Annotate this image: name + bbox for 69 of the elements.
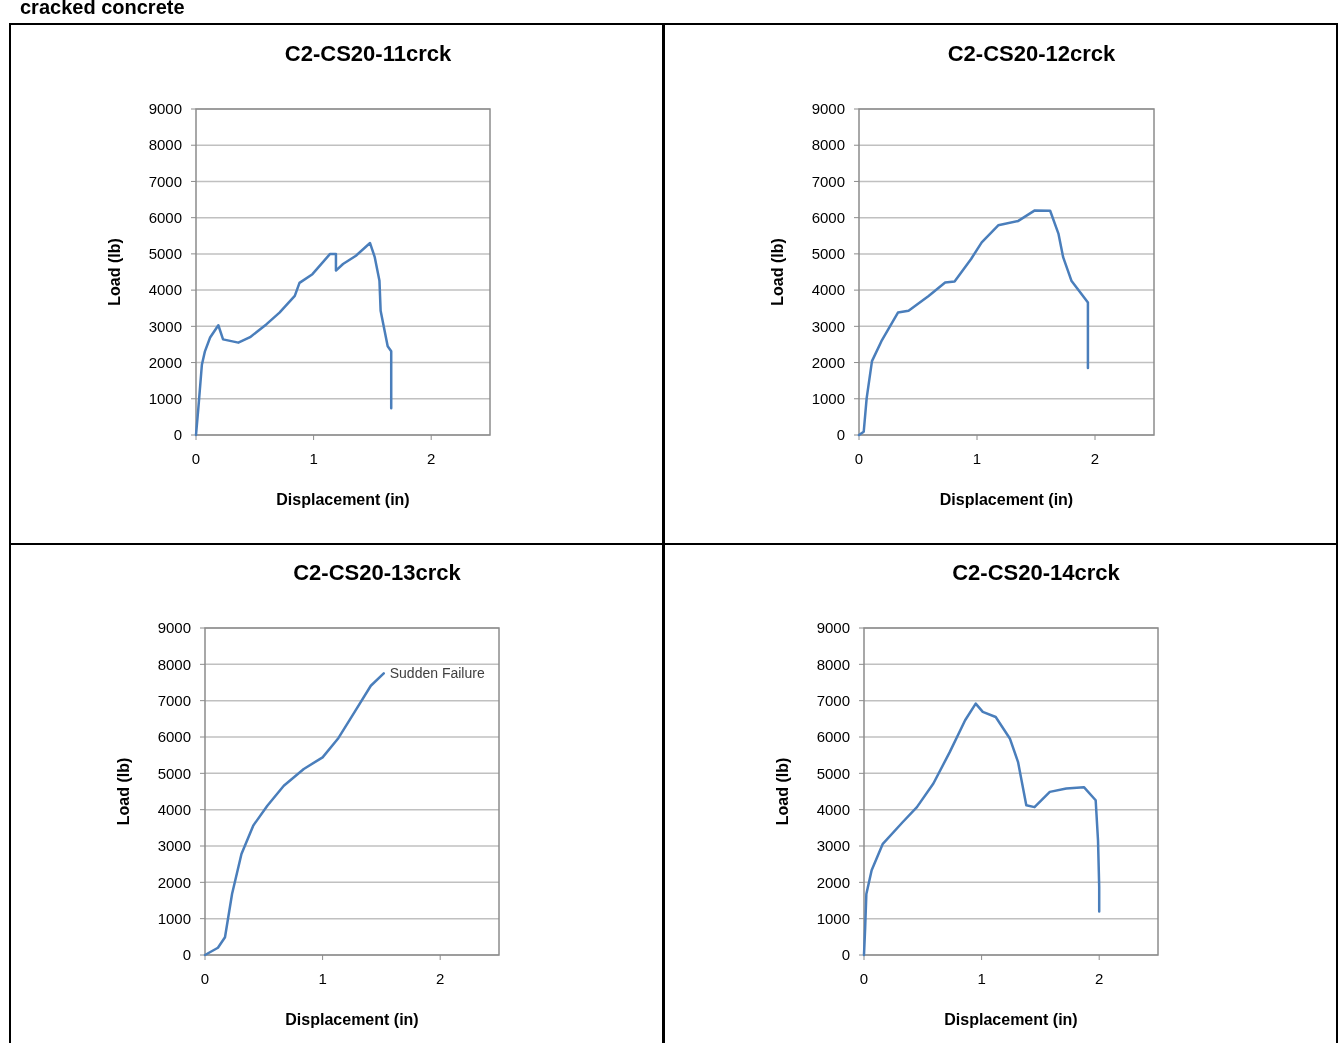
x-tick-label: 0 bbox=[854, 450, 864, 467]
y-tick-label: 4000 bbox=[816, 800, 850, 818]
chart-title: C2-CS20-11crck bbox=[284, 41, 452, 66]
y-tick-label: 5000 bbox=[148, 245, 182, 263]
x-tick-label: 2 bbox=[427, 450, 436, 467]
chart-title: C2-CS20-14crck bbox=[952, 560, 1121, 585]
y-tick-label: 5000 bbox=[811, 245, 845, 263]
y-tick-label: 7000 bbox=[811, 172, 845, 190]
y-tick-label: 7000 bbox=[157, 691, 191, 709]
y-tick-label: 1000 bbox=[816, 909, 850, 927]
y-tick-label: 2000 bbox=[157, 873, 191, 891]
y-axis-title: Load (lb) bbox=[115, 757, 132, 826]
y-tick-label: 8000 bbox=[148, 136, 182, 154]
x-tick-label: 1 bbox=[309, 450, 318, 467]
y-tick-label: 0 bbox=[182, 946, 191, 964]
y-tick-label: 2000 bbox=[148, 353, 182, 371]
y-tick-label: 8000 bbox=[811, 136, 845, 154]
x-axis-title: Displacement (in) bbox=[276, 491, 410, 508]
y-tick-label: 2000 bbox=[816, 873, 850, 891]
text: cracked concrete bbox=[20, 0, 185, 18]
y-axis-title: Load (lb) bbox=[106, 238, 123, 306]
y-tick-label: 0 bbox=[836, 426, 845, 444]
y-tick-label: 9000 bbox=[148, 100, 182, 118]
x-axis-title: Displacement (in) bbox=[285, 1011, 419, 1028]
y-axis-title: Load (lb) bbox=[774, 757, 791, 826]
x-tick-label: 1 bbox=[972, 450, 982, 467]
y-tick-label: 8000 bbox=[816, 655, 850, 673]
chart-title: C2-CS20-13crck bbox=[293, 560, 462, 585]
line-series bbox=[862, 702, 1101, 957]
line-series bbox=[194, 241, 393, 437]
line-series bbox=[203, 672, 385, 957]
y-tick-label: 4000 bbox=[148, 281, 182, 299]
y-tick-label: 1000 bbox=[148, 390, 182, 408]
x-tick-label: 0 bbox=[200, 970, 210, 987]
y-tick-label: 3000 bbox=[157, 837, 191, 855]
x-tick-label: 0 bbox=[859, 970, 869, 987]
x-tick-label: 2 bbox=[1095, 970, 1104, 987]
y-tick-label: 1000 bbox=[157, 909, 191, 927]
y-tick-label: 9000 bbox=[811, 100, 845, 118]
y-tick-label: 5000 bbox=[816, 764, 850, 782]
y-tick-label: 3000 bbox=[811, 317, 845, 335]
y-axis-title: Load (lb) bbox=[769, 238, 786, 306]
y-tick-label: 9000 bbox=[816, 619, 850, 637]
y-tick-label: 8000 bbox=[157, 655, 191, 673]
y-tick-label: 6000 bbox=[157, 728, 191, 746]
x-axis-title: Displacement (in) bbox=[944, 1011, 1078, 1028]
y-tick-label: 6000 bbox=[148, 208, 182, 226]
y-tick-label: 3000 bbox=[148, 317, 182, 335]
y-tick-label: 0 bbox=[173, 426, 182, 444]
y-tick-label: 7000 bbox=[816, 691, 850, 709]
y-tick-label: 2000 bbox=[811, 353, 845, 371]
y-tick-label: 4000 bbox=[811, 281, 845, 299]
x-axis-title: Displacement (in) bbox=[939, 491, 1074, 508]
chart-title: C2-CS20-12crck bbox=[947, 41, 1117, 66]
y-tick-label: 5000 bbox=[157, 764, 191, 782]
y-tick-label: 1000 bbox=[811, 390, 845, 408]
x-tick-label: 2 bbox=[1090, 450, 1100, 467]
x-tick-label: 1 bbox=[977, 970, 986, 987]
y-tick-label: 7000 bbox=[148, 172, 182, 190]
line-series bbox=[857, 209, 1090, 437]
y-tick-label: 9000 bbox=[157, 619, 191, 637]
y-tick-label: 3000 bbox=[816, 837, 850, 855]
y-tick-label: 6000 bbox=[816, 728, 850, 746]
x-tick-label: 2 bbox=[436, 970, 445, 987]
y-tick-label: 4000 bbox=[157, 800, 191, 818]
y-tick-label: 0 bbox=[841, 946, 850, 964]
annotation: Sudden Failure bbox=[389, 665, 485, 682]
y-tick-label: 6000 bbox=[811, 208, 845, 226]
x-tick-label: 1 bbox=[318, 970, 327, 987]
